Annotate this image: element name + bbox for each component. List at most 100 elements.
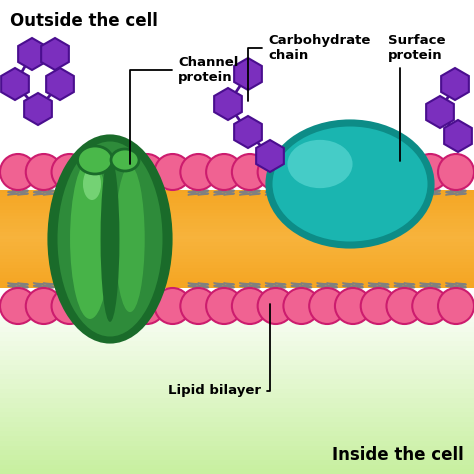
Circle shape [103, 288, 139, 324]
Polygon shape [256, 140, 284, 172]
Bar [0, 384, 474, 389]
Bar [0, 289, 474, 294]
Bar [0, 161, 474, 166]
Bar [0, 226, 474, 229]
Circle shape [0, 288, 36, 324]
Bar [0, 455, 474, 460]
Bar [0, 370, 474, 374]
Circle shape [258, 288, 294, 324]
Bar [0, 393, 474, 398]
Bar [0, 265, 474, 270]
Bar [0, 285, 474, 288]
Bar [0, 128, 474, 133]
Bar [0, 216, 474, 219]
Ellipse shape [49, 137, 171, 341]
Bar [0, 62, 474, 66]
Bar [0, 180, 474, 185]
Bar [0, 265, 474, 268]
Circle shape [361, 154, 397, 190]
Ellipse shape [267, 121, 432, 246]
Text: Inside the cell: Inside the cell [332, 446, 464, 464]
Bar [0, 204, 474, 209]
Circle shape [412, 154, 448, 190]
Circle shape [438, 288, 474, 324]
Text: Carbohydrate
chain: Carbohydrate chain [248, 34, 370, 101]
Bar [0, 213, 474, 216]
Bar [0, 270, 474, 275]
Bar [0, 171, 474, 175]
Circle shape [335, 288, 371, 324]
Circle shape [258, 154, 294, 190]
Bar [0, 275, 474, 280]
Circle shape [129, 288, 165, 324]
Bar [0, 175, 474, 180]
Bar [0, 379, 474, 384]
Bar [0, 133, 474, 137]
Bar [0, 43, 474, 47]
Circle shape [206, 154, 242, 190]
Bar [0, 213, 474, 218]
Bar [0, 417, 474, 422]
Bar [0, 24, 474, 28]
Bar [0, 332, 474, 337]
Bar [0, 109, 474, 114]
Bar [0, 190, 474, 193]
Bar [0, 85, 474, 90]
Bar [0, 209, 474, 213]
Bar [0, 66, 474, 71]
Polygon shape [46, 68, 74, 100]
Bar [0, 465, 474, 469]
Circle shape [206, 288, 242, 324]
Bar [0, 95, 474, 100]
Bar [0, 242, 474, 246]
Bar [0, 9, 474, 14]
Circle shape [180, 154, 216, 190]
Ellipse shape [310, 136, 410, 199]
Bar [0, 308, 474, 313]
Bar [0, 403, 474, 408]
Bar [0, 351, 474, 356]
Bar [0, 313, 474, 318]
Circle shape [232, 288, 268, 324]
Bar [0, 460, 474, 465]
Circle shape [386, 154, 422, 190]
Circle shape [155, 154, 191, 190]
Bar [0, 194, 474, 199]
Ellipse shape [78, 146, 112, 174]
Circle shape [283, 288, 319, 324]
Bar [0, 427, 474, 431]
Polygon shape [214, 88, 242, 120]
Bar [0, 374, 474, 379]
Bar [0, 337, 474, 341]
Circle shape [309, 288, 345, 324]
Bar [0, 118, 474, 123]
Circle shape [180, 288, 216, 324]
Circle shape [309, 154, 345, 190]
Ellipse shape [57, 142, 163, 337]
Bar [0, 156, 474, 161]
Bar [0, 322, 474, 327]
Circle shape [155, 288, 191, 324]
Bar [0, 252, 474, 255]
Bar [0, 450, 474, 455]
Circle shape [0, 154, 36, 190]
Bar [0, 19, 474, 24]
Circle shape [77, 288, 113, 324]
Bar [0, 223, 474, 228]
Bar [0, 255, 474, 259]
Ellipse shape [100, 156, 119, 322]
Circle shape [77, 154, 113, 190]
Ellipse shape [70, 159, 110, 319]
Bar [0, 71, 474, 76]
Bar [0, 190, 474, 194]
Bar [0, 228, 474, 232]
Bar [0, 52, 474, 57]
Polygon shape [18, 38, 46, 70]
Bar [0, 431, 474, 436]
Circle shape [26, 154, 62, 190]
Bar [0, 249, 474, 252]
Circle shape [283, 154, 319, 190]
Bar [0, 294, 474, 299]
Bar [0, 446, 474, 450]
Bar [0, 278, 474, 282]
